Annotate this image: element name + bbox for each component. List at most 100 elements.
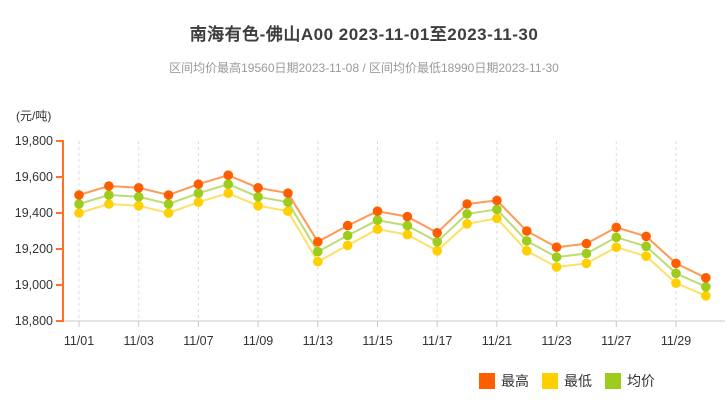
data-point-marker xyxy=(671,278,681,288)
chart-subtitle: 区间均价最高19560日期2023-11-08 / 区间均价最低18990日期2… xyxy=(169,61,559,75)
data-point-marker xyxy=(313,237,323,247)
series-最低 xyxy=(74,188,711,301)
data-point-marker xyxy=(521,236,532,246)
data-point-marker xyxy=(492,195,502,206)
y-tick-label: 19,800 xyxy=(15,134,53,148)
data-point-marker xyxy=(163,208,174,218)
x-tick-label: 11/23 xyxy=(541,334,571,348)
x-tick-label: 11/27 xyxy=(601,334,631,348)
series-line xyxy=(78,192,707,297)
data-point-marker xyxy=(342,240,353,251)
legend-label-high: 最高 xyxy=(501,373,529,389)
data-point-marker xyxy=(253,201,263,211)
legend-swatch-low xyxy=(542,373,558,389)
data-point-marker xyxy=(701,291,711,301)
series-line xyxy=(78,174,707,279)
y-tick-label: 19,200 xyxy=(15,242,53,256)
x-tick-label: 11/03 xyxy=(124,334,154,348)
legend-label-low: 最低 xyxy=(564,373,592,389)
data-point-marker xyxy=(671,258,681,269)
data-point-marker xyxy=(283,197,293,207)
data-point-marker xyxy=(163,190,174,200)
data-point-marker xyxy=(492,213,502,224)
data-point-marker xyxy=(372,215,383,225)
legend-item-avg[interactable]: 均价 xyxy=(605,371,655,391)
data-point-marker xyxy=(223,188,234,198)
x-tick-label: 11/07 xyxy=(183,334,213,348)
data-point-marker xyxy=(611,242,622,252)
data-point-marker xyxy=(193,179,204,189)
series-最高 xyxy=(74,170,711,283)
data-point-marker xyxy=(701,273,711,283)
data-point-marker xyxy=(462,219,472,229)
data-point-marker xyxy=(641,231,651,242)
x-tick-label: 11/13 xyxy=(303,334,333,348)
data-point-marker xyxy=(581,238,592,249)
data-point-marker xyxy=(372,206,383,216)
data-point-marker xyxy=(462,199,472,209)
data-point-marker xyxy=(253,183,263,193)
data-point-marker xyxy=(521,246,532,256)
data-point-marker xyxy=(104,190,114,200)
x-tick-label: 11/09 xyxy=(243,334,273,348)
data-point-marker xyxy=(432,246,443,256)
chart-title: 南海有色-佛山A00 2023-11-01至2023-11-30 xyxy=(189,25,539,44)
data-point-marker xyxy=(432,237,443,247)
data-point-marker xyxy=(342,220,353,231)
data-point-marker xyxy=(253,192,263,202)
data-point-marker xyxy=(133,183,144,193)
series-均价 xyxy=(74,179,711,292)
data-point-marker xyxy=(671,268,681,279)
data-point-marker xyxy=(581,258,592,269)
legend-item-low[interactable]: 最低 xyxy=(542,371,592,391)
data-point-marker xyxy=(133,201,144,211)
data-point-marker xyxy=(492,204,502,215)
x-tick-label: 11/01 xyxy=(64,334,94,348)
y-axis: 19,800 19,600 19,400 19,200 19,000 18,800 xyxy=(15,134,64,328)
data-point-marker xyxy=(611,222,622,233)
data-point-marker xyxy=(283,206,293,216)
data-point-marker xyxy=(104,181,114,191)
data-point-marker xyxy=(462,209,472,219)
y-axis-unit-label: (元/吨) xyxy=(16,109,52,123)
y-tick-label: 19,000 xyxy=(15,278,53,292)
data-point-marker xyxy=(551,262,562,272)
data-point-marker xyxy=(521,226,532,236)
data-point-marker xyxy=(701,282,711,292)
data-point-marker xyxy=(581,248,592,259)
x-tick-label: 11/15 xyxy=(362,334,392,348)
y-tick-label: 19,600 xyxy=(15,170,53,184)
data-point-marker xyxy=(432,228,443,238)
data-point-marker xyxy=(372,224,383,234)
data-point-marker xyxy=(342,230,353,241)
data-point-marker xyxy=(402,229,413,240)
data-point-marker xyxy=(193,197,204,207)
x-tick-label: 11/21 xyxy=(482,334,512,348)
data-point-marker xyxy=(193,188,204,198)
data-point-marker xyxy=(74,199,84,209)
y-tick-label: 19,400 xyxy=(15,206,53,220)
legend-swatch-avg xyxy=(605,373,621,389)
data-point-marker xyxy=(74,190,84,200)
data-point-marker xyxy=(313,246,323,257)
data-point-marker xyxy=(223,170,234,180)
legend-item-high[interactable]: 最高 xyxy=(479,371,529,391)
data-point-marker xyxy=(163,199,174,209)
series-line xyxy=(78,183,707,288)
data-point-marker xyxy=(104,199,114,209)
data-point-marker xyxy=(551,242,562,252)
data-point-marker xyxy=(641,251,651,261)
data-point-marker xyxy=(641,241,651,252)
data-point-marker xyxy=(133,192,144,202)
x-tick-label: 11/17 xyxy=(422,334,452,348)
data-point-marker xyxy=(313,256,323,267)
data-point-marker xyxy=(283,188,293,198)
data-point-marker xyxy=(402,211,413,222)
legend-label-avg: 均价 xyxy=(627,373,655,389)
data-point-marker xyxy=(611,232,622,243)
legend-swatch-high xyxy=(479,373,495,389)
chart-legend: 最高 最低 均价 xyxy=(479,371,655,391)
x-tick-label: 11/29 xyxy=(661,334,691,348)
data-point-marker xyxy=(402,220,413,231)
